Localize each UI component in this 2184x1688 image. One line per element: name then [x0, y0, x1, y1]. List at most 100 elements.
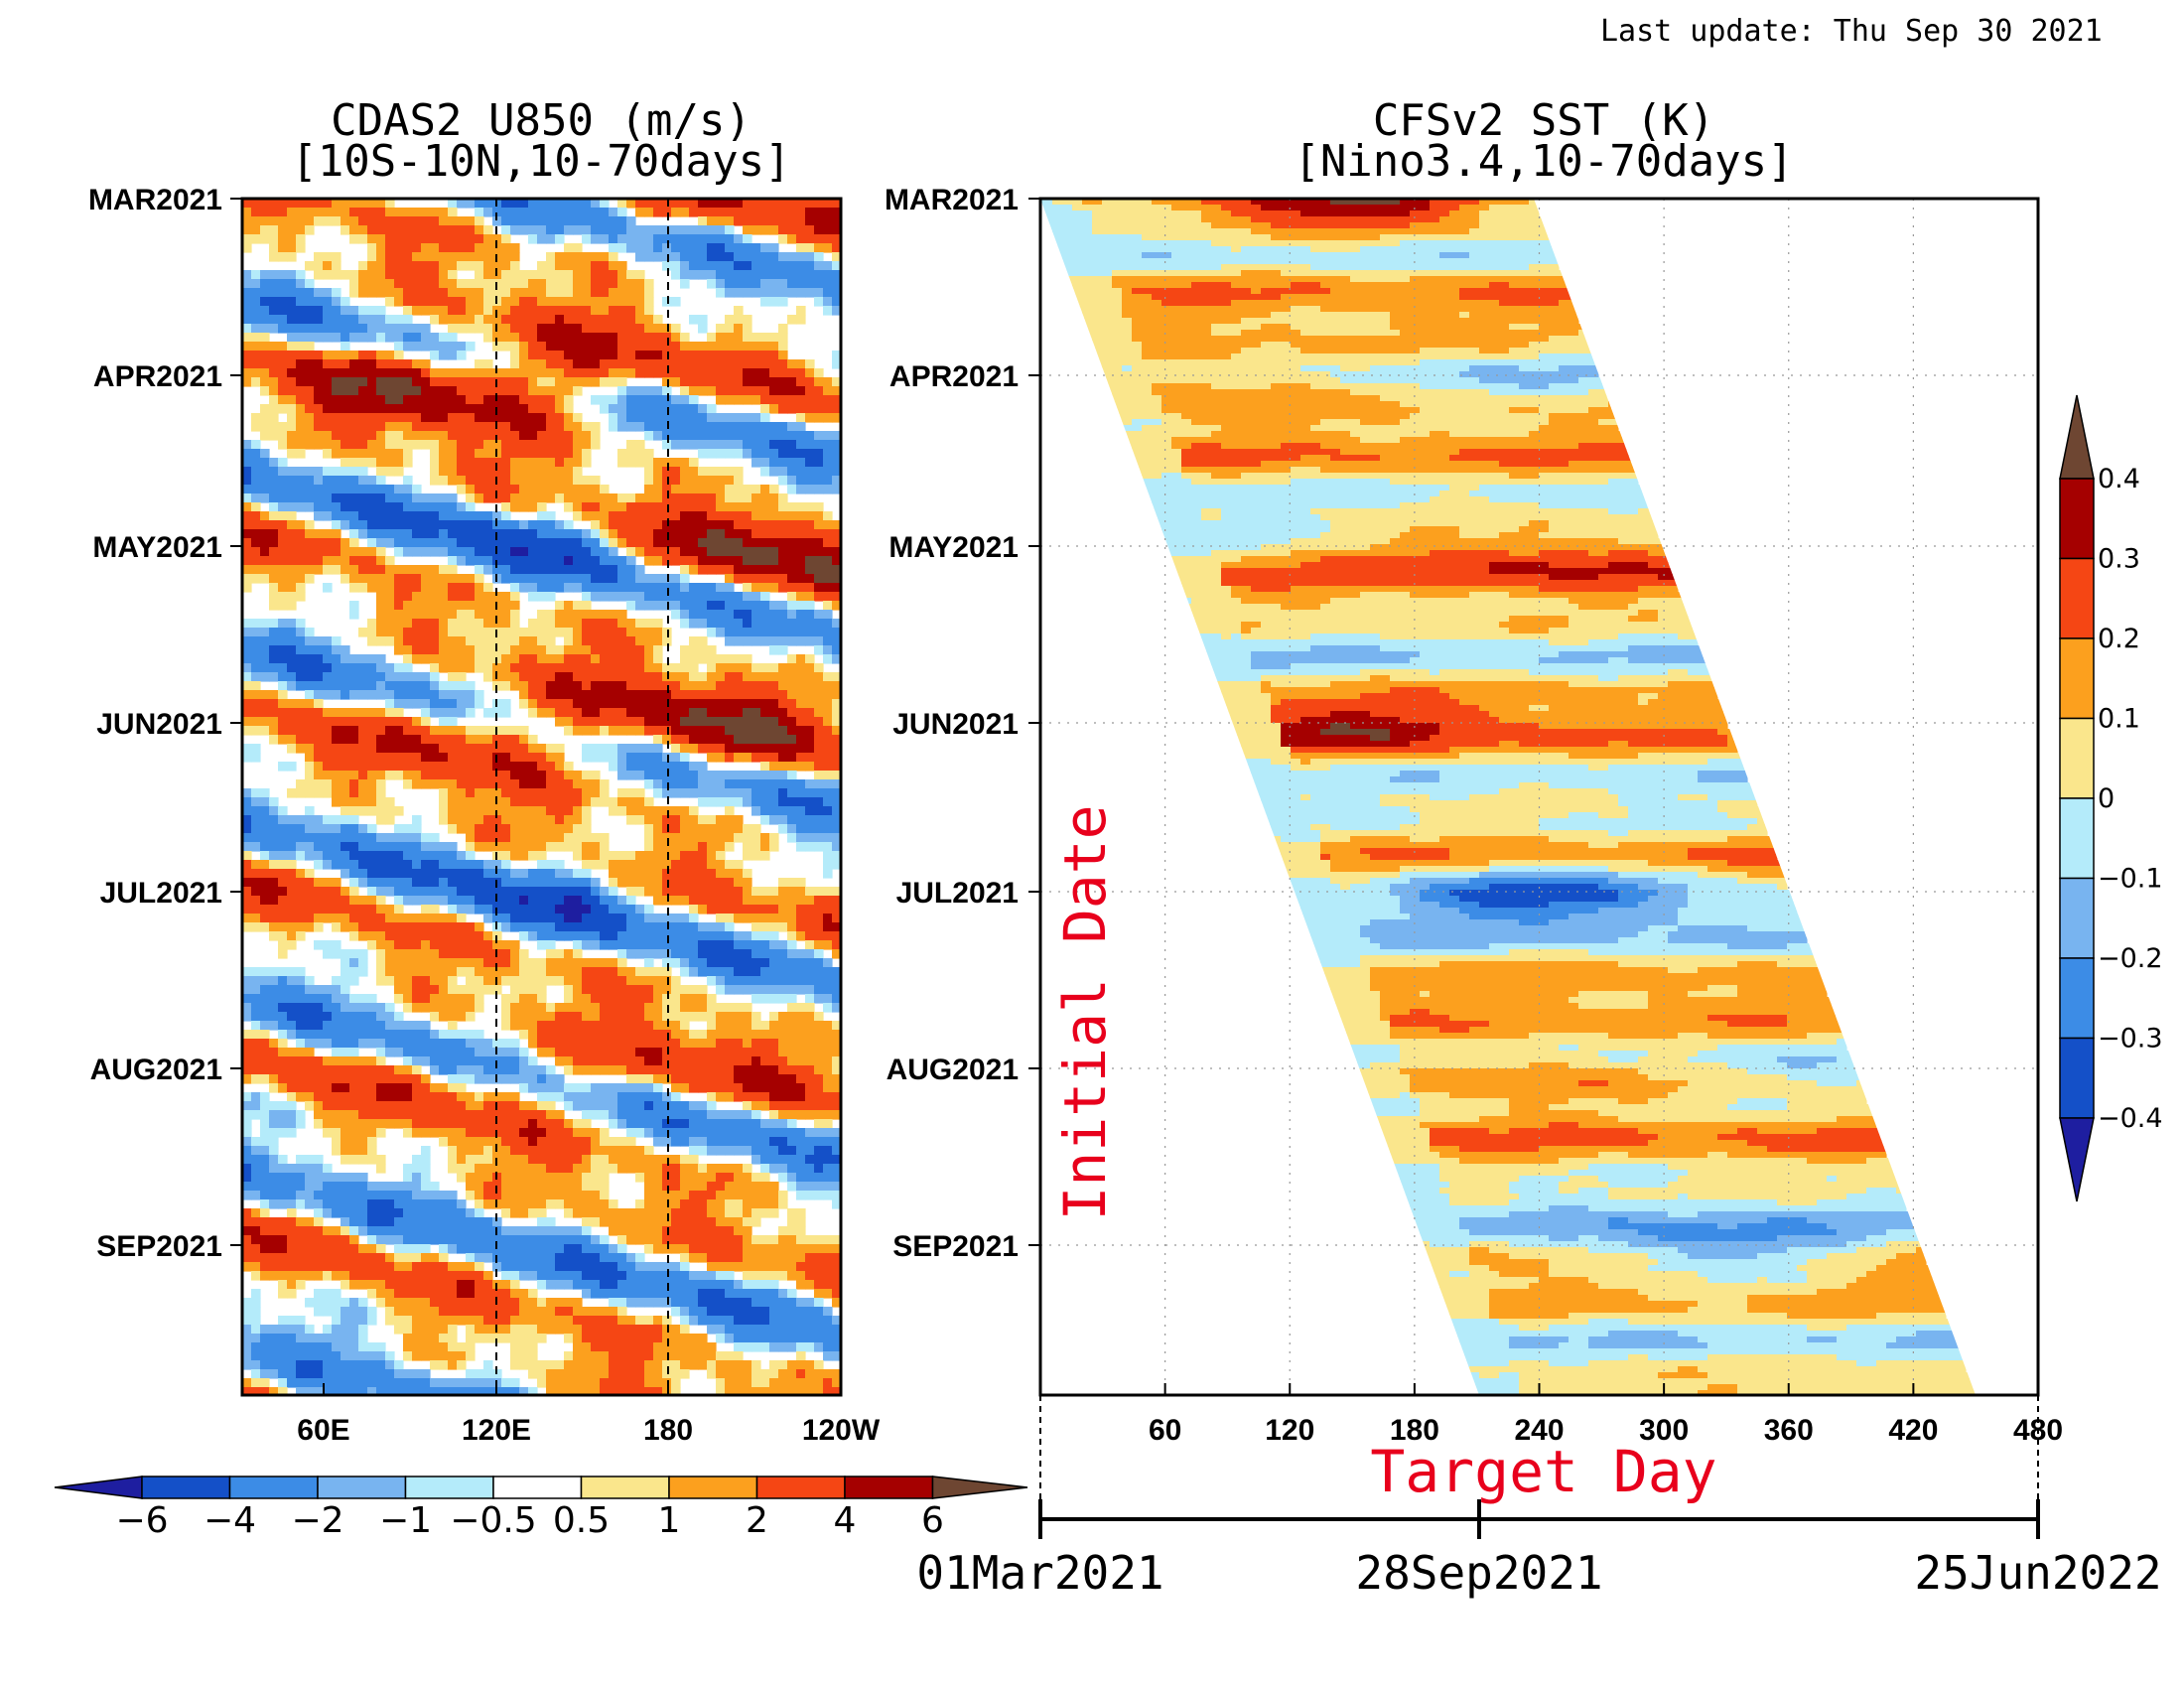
left-heatmap-cell	[689, 672, 699, 682]
left-heatmap-cell	[421, 252, 431, 262]
left-heatmap-cell	[376, 851, 386, 861]
left-heatmap-cell	[376, 806, 386, 816]
left-heatmap-cell	[287, 905, 297, 914]
left-heatmap-cell	[376, 565, 386, 575]
left-heatmap-cell	[814, 261, 824, 271]
left-heatmap-cell	[332, 663, 341, 673]
left-heatmap-cell	[242, 476, 252, 486]
left-heatmap-cell	[403, 583, 413, 593]
left-heatmap-cell	[278, 547, 288, 557]
left-heatmap-cell	[430, 467, 440, 477]
left-heatmap-cell	[242, 234, 252, 244]
left-heatmap-cell	[466, 538, 476, 548]
left-heatmap-cell	[448, 225, 458, 235]
left-heatmap-cell	[412, 404, 422, 414]
left-heatmap-cell	[573, 824, 583, 834]
left-heatmap-cell	[305, 493, 315, 503]
left-heatmap-cell	[519, 922, 529, 932]
left-heatmap-cell	[510, 565, 520, 575]
left-heatmap-cell	[832, 243, 841, 253]
left-heatmap-cell	[823, 788, 833, 798]
left-heatmap-cell	[519, 547, 529, 557]
left-heatmap-cell	[385, 449, 395, 459]
left-heatmap-cell	[769, 565, 779, 575]
left-heatmap-cell	[653, 574, 663, 584]
left-heatmap-cell	[349, 458, 359, 468]
left-heatmap-cell	[546, 199, 556, 209]
left-heatmap-cell	[716, 252, 726, 262]
left-heatmap-cell	[698, 511, 708, 521]
left-heatmap-cell	[466, 476, 476, 486]
left-heatmap-cell	[260, 225, 270, 235]
left-heatmap-cell	[635, 690, 645, 700]
left-heatmap-cell	[787, 565, 797, 575]
left-heatmap-cell	[573, 940, 583, 950]
left-heatmap-cell	[814, 771, 824, 780]
left-heatmap-cell	[528, 824, 538, 834]
left-heatmap-cell	[609, 243, 618, 253]
left-heatmap-cell	[439, 788, 449, 798]
left-heatmap-cell	[725, 860, 735, 870]
left-heatmap-cell	[376, 717, 386, 727]
left-heatmap-cell	[680, 556, 690, 566]
left-heatmap-cell	[653, 851, 663, 861]
left-heatmap-cell	[564, 359, 574, 369]
left-heatmap-cell	[680, 270, 690, 280]
left-heatmap-cell	[751, 261, 761, 271]
left-heatmap-cell	[832, 931, 841, 941]
left-heatmap-cell	[716, 351, 726, 360]
left-heatmap-cell	[635, 449, 645, 459]
left-heatmap-cell	[421, 324, 431, 334]
left-heatmap-cell	[600, 753, 610, 763]
left-heatmap-cell	[385, 601, 395, 611]
left-heatmap-cell	[260, 556, 270, 566]
left-heatmap-cell	[546, 324, 556, 334]
left-heatmap-cell	[251, 351, 261, 360]
left-heatmap-cell	[448, 511, 458, 521]
left-heatmap-cell	[376, 199, 386, 209]
left-heatmap-cell	[448, 592, 458, 602]
left-heatmap-cell	[769, 252, 779, 262]
left-heatmap-cell	[269, 690, 279, 700]
left-heatmap-cell	[466, 431, 476, 441]
left-heatmap-cell	[743, 914, 752, 923]
left-heatmap-cell	[314, 717, 324, 727]
left-heatmap-cell	[519, 458, 529, 468]
left-heatmap-cell	[537, 529, 547, 539]
left-heatmap-cell	[689, 779, 699, 789]
left-heatmap-cell	[296, 788, 306, 798]
left-heatmap-cell	[707, 860, 717, 870]
left-heatmap-cell	[814, 619, 824, 629]
left-heatmap-cell	[760, 565, 770, 575]
left-heatmap-cell	[591, 610, 601, 620]
left-heatmap-cell	[653, 538, 663, 548]
left-heatmap-cell	[680, 225, 690, 235]
left-heatmap-cell	[698, 243, 708, 253]
left-heatmap-cell	[358, 771, 368, 780]
left-heatmap-cell	[743, 279, 752, 289]
left-heatmap-cell	[430, 306, 440, 316]
left-heatmap-cell	[555, 717, 565, 727]
left-heatmap-cell	[751, 538, 761, 548]
left-heatmap-cell	[617, 654, 627, 664]
left-heatmap-cell	[385, 887, 395, 897]
left-heatmap-cell	[582, 851, 592, 861]
left-heatmap-cell	[725, 377, 735, 387]
left-heatmap-cell	[251, 842, 261, 852]
left-heatmap-cell	[626, 645, 636, 655]
left-heatmap-cell	[751, 359, 761, 369]
left-heatmap-cell	[475, 467, 484, 477]
left-heatmap-cell	[448, 404, 458, 414]
left-heatmap-cell	[814, 485, 824, 494]
left-heatmap-cell	[805, 708, 815, 718]
left-heatmap-cell	[787, 771, 797, 780]
left-heatmap-cell	[412, 547, 422, 557]
left-heatmap-cell	[430, 833, 440, 843]
left-heatmap-cell	[242, 681, 252, 691]
left-heatmap-cell	[698, 485, 708, 494]
left-heatmap-cell	[287, 574, 297, 584]
left-heatmap-cell	[635, 878, 645, 888]
left-heatmap-cell	[305, 672, 315, 682]
left-heatmap-cell	[573, 878, 583, 888]
left-heatmap-cell	[662, 556, 672, 566]
